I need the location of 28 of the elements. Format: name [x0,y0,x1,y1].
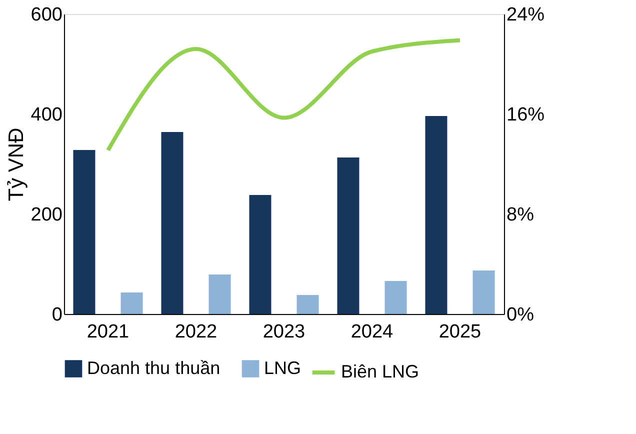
legend-label: LNG [264,358,302,378]
y-tick-label: 600 [30,4,62,26]
bar [161,132,184,314]
line-series [106,38,462,152]
bar [337,158,360,314]
legend-label: Biên LNG [341,362,420,382]
y-tick-label: 200 [30,204,62,226]
y2-tick-label: 0% [506,304,534,326]
bar [296,295,319,314]
bar [73,150,96,314]
legend-label: Doanh thu thuần [87,358,220,378]
y-tick-label: 400 [30,104,62,126]
bar [120,292,143,314]
y2-tick-label: 8% [506,204,534,226]
bar [208,274,231,314]
y-tick-label: 0 [52,304,62,326]
x-tick-label: 2021 [86,322,130,342]
x-tick-label: 2025 [438,322,482,342]
bar [249,195,272,314]
bar [384,281,407,314]
y2-tick-label: 24% [506,4,545,26]
y2-tick-label: 16% [506,104,545,126]
x-tick-label: 2022 [174,322,218,342]
bar [425,116,448,314]
y-axis-title: Tỷ VNĐ [4,128,28,202]
bar [472,270,495,314]
x-tick-label: 2023 [262,322,306,342]
x-tick-label: 2024 [350,322,394,342]
